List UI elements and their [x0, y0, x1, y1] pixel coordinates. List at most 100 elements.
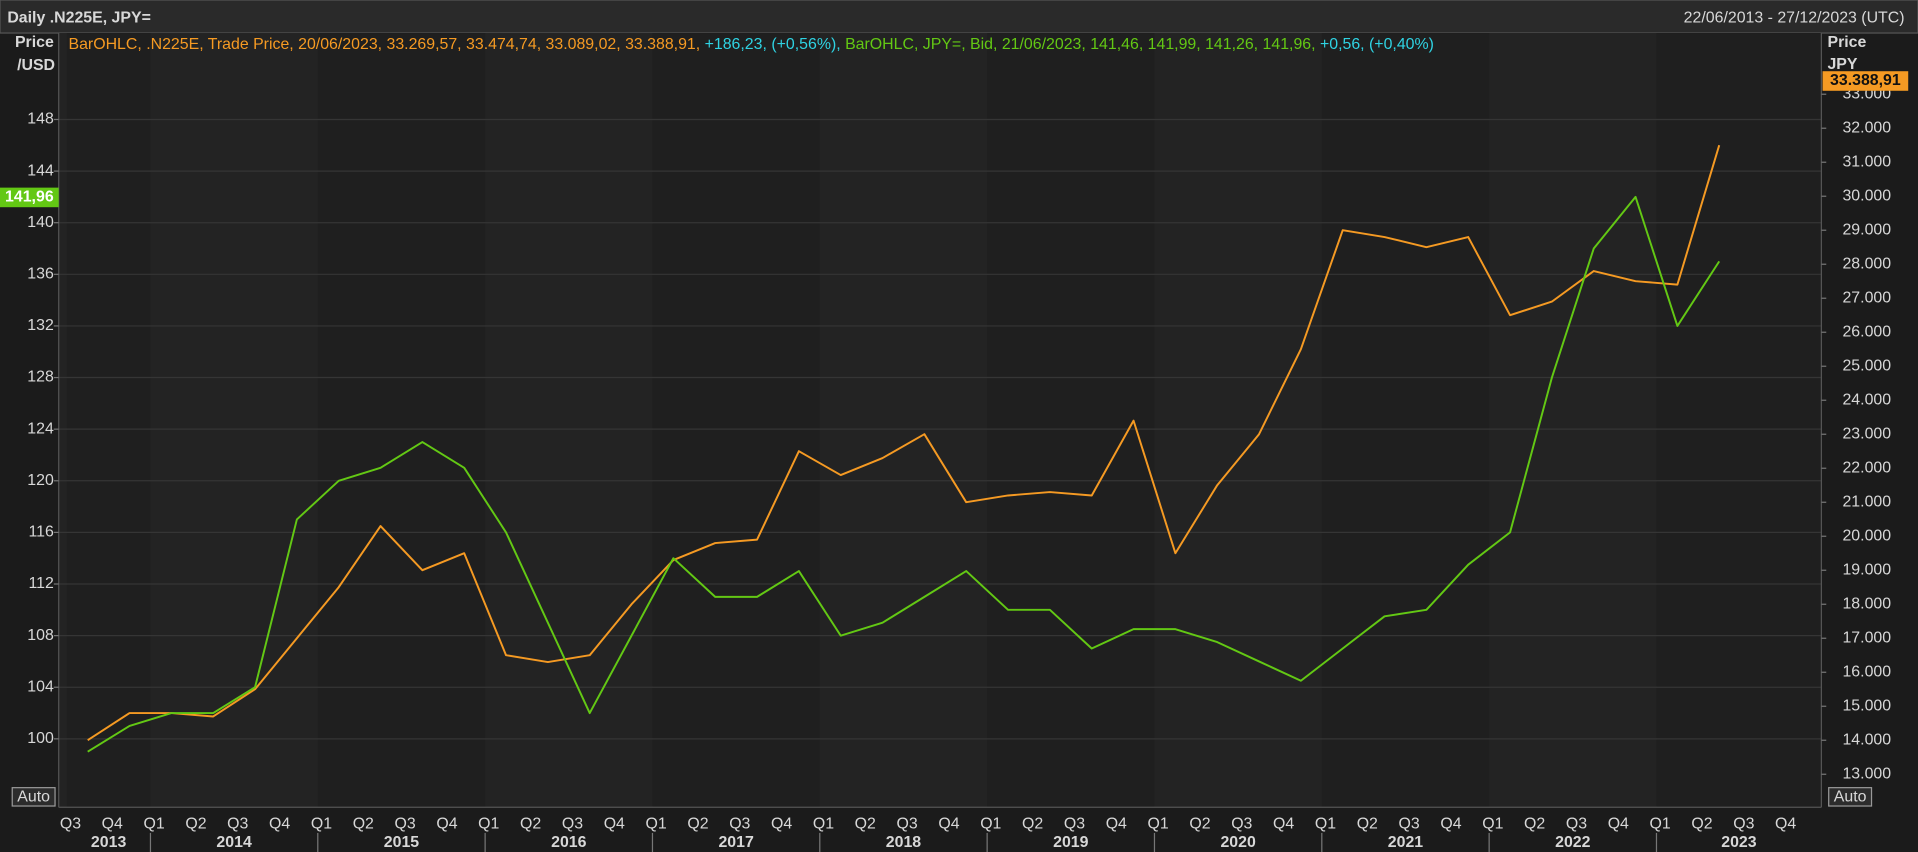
- y-tick-label: 148: [27, 111, 54, 128]
- y2-tick-label: 28.000: [1842, 255, 1891, 272]
- x-year-label: 2020: [1220, 834, 1256, 851]
- y2-tick-label: 24.000: [1842, 391, 1891, 408]
- legend-entry: BarOHLC, .N225E, Trade Price, 20/06/2023…: [68, 36, 704, 53]
- y-tick-label: 112: [28, 575, 53, 592]
- legend: BarOHLC, .N225E, Trade Price, 20/06/2023…: [68, 36, 1433, 53]
- x-tick-label: Q2: [353, 816, 374, 833]
- x-tick-label: Q4: [771, 816, 792, 833]
- y2-tick-label: 18.000: [1842, 595, 1891, 612]
- x-tick-label: Q3: [1566, 816, 1587, 833]
- legend-change: +0,56, (+0,40%): [1320, 36, 1434, 53]
- year-bands: [66, 33, 1822, 808]
- chart-title: Daily .N225E, JPY=: [7, 10, 151, 27]
- x-year-label: 2016: [551, 834, 587, 851]
- x-tick-label: Q4: [1775, 816, 1796, 833]
- last-value-label: 33.388,91: [1830, 72, 1901, 89]
- y2-tick-label: 23.000: [1842, 425, 1891, 442]
- year-band: [652, 33, 820, 808]
- y-tick-label: 108: [27, 627, 54, 644]
- x-tick-label: Q2: [1022, 816, 1043, 833]
- y-tick-label: 104: [27, 678, 54, 695]
- y2-tick-label: 14.000: [1842, 731, 1891, 748]
- last-value-box: [1822, 71, 1909, 91]
- x-year-label: 2021: [1388, 834, 1424, 851]
- y2-tick-label: 32.000: [1842, 119, 1891, 136]
- x-tick-label: Q3: [1064, 816, 1085, 833]
- year-band: [1656, 33, 1822, 808]
- x-tick-label: Q3: [729, 816, 750, 833]
- y-tick-label: 116: [28, 524, 53, 541]
- x-tick-label: Q4: [938, 816, 959, 833]
- x-tick-label: Q1: [311, 816, 332, 833]
- x-tick-label: Q2: [1189, 816, 1210, 833]
- x-tick-label: Q3: [395, 816, 416, 833]
- x-tick-label: Q3: [1399, 816, 1420, 833]
- y-axis-label: Price: [15, 34, 54, 51]
- button-frame[interactable]: [1828, 787, 1873, 807]
- lines: [87, 144, 1721, 753]
- y-tick-label: 120: [27, 472, 54, 489]
- y2-tick-label: 20.000: [1842, 527, 1891, 544]
- x-tick-label: Q4: [604, 816, 625, 833]
- button-label[interactable]: Auto: [1834, 789, 1867, 806]
- y2-tick-label: 21.000: [1842, 493, 1891, 510]
- x-year-label: 2013: [91, 834, 127, 851]
- y-tick-label: 124: [27, 420, 54, 437]
- x-tick-label: Q1: [1482, 816, 1503, 833]
- year-band: [66, 33, 151, 808]
- x-tick-label: Q4: [1440, 816, 1461, 833]
- x-tick-label: Q2: [855, 816, 876, 833]
- y2-tick-label: 19.000: [1842, 561, 1891, 578]
- y-tick-label: 100: [27, 730, 54, 747]
- button-frame[interactable]: [11, 787, 56, 807]
- x-tick-label: Q1: [144, 816, 165, 833]
- y2-axis-label: Price: [1827, 34, 1866, 51]
- x-year-label: 2015: [384, 834, 420, 851]
- x-tick-label: Q3: [1231, 816, 1252, 833]
- left-auto-button[interactable]: Auto: [11, 787, 56, 807]
- x-tick-label: Q4: [1273, 816, 1294, 833]
- y-tick-label: 144: [27, 162, 54, 179]
- grid: [58, 118, 1822, 740]
- series-line: [87, 195, 1721, 753]
- y2-tick-label: 29.000: [1842, 221, 1891, 238]
- y-axis-label: /USD: [17, 57, 55, 74]
- x-tick-label: Q2: [1691, 816, 1712, 833]
- y-tick-label: 132: [27, 317, 54, 334]
- x-tick-label: Q3: [60, 816, 81, 833]
- x-tick-label: Q2: [687, 816, 708, 833]
- date-range: 22/06/2013 - 27/12/2023 (UTC): [1684, 10, 1905, 27]
- y2-tick-label: 30.000: [1842, 187, 1891, 204]
- legend-entry: BarOHLC, JPY=, Bid, 21/06/2023, 141,46, …: [845, 36, 1320, 53]
- x-tick-label: Q1: [980, 816, 1001, 833]
- x-tick-label: Q3: [1733, 816, 1754, 833]
- x-tick-label: Q2: [1357, 816, 1378, 833]
- header-bar: [0, 0, 1918, 34]
- x-year-label: 2014: [216, 834, 252, 851]
- x-tick-label: Q1: [478, 816, 499, 833]
- year-band: [317, 33, 486, 808]
- series-line: [87, 144, 1721, 742]
- legend-change: +186,23, (+0,56%),: [705, 36, 845, 53]
- x-tick-label: Q1: [646, 816, 667, 833]
- y2-tick-label: 22.000: [1842, 459, 1891, 476]
- y2-tick-label: 31.000: [1842, 153, 1891, 170]
- year-band: [1321, 33, 1490, 808]
- x-year-label: 2019: [1053, 834, 1089, 851]
- last-value-label: 141,96: [5, 189, 54, 206]
- x-tick-label: Q3: [562, 816, 583, 833]
- y-tick-label: 128: [27, 369, 54, 386]
- x-year-label: 2023: [1721, 834, 1757, 851]
- right-auto-button[interactable]: Auto: [1828, 787, 1873, 807]
- y2-tick-label: 15.000: [1842, 697, 1891, 714]
- x-tick-label: Q1: [813, 816, 834, 833]
- x-tick-label: Q2: [185, 816, 206, 833]
- x-tick-label: Q4: [1106, 816, 1127, 833]
- x-tick-label: Q4: [102, 816, 123, 833]
- x-tick-label: Q4: [1608, 816, 1629, 833]
- button-label[interactable]: Auto: [17, 789, 50, 806]
- x-tick-label: Q4: [269, 816, 290, 833]
- y2-tick-label: 13.000: [1842, 765, 1891, 782]
